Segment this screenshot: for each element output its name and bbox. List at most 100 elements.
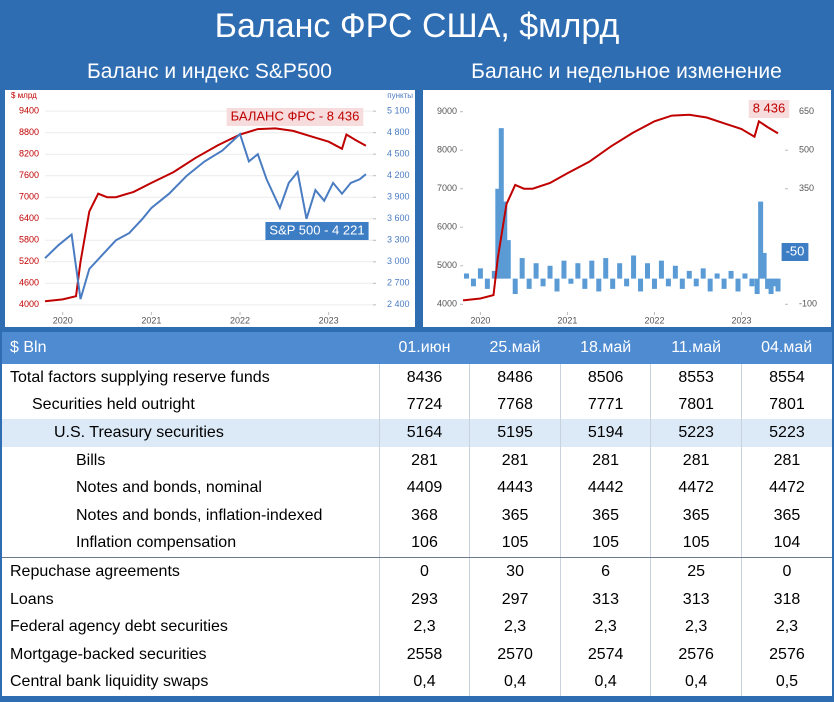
cell: 25 [650, 557, 742, 586]
cell: 7771 [559, 391, 651, 420]
bar [768, 278, 774, 295]
cell: 0,5 [740, 668, 832, 697]
y2-tick-label: 650 [799, 106, 814, 116]
y-tick-label: 7000 [19, 192, 39, 202]
bar [735, 278, 741, 292]
table-row: Loans 293 297 313 313 318 [2, 585, 832, 614]
cell: 2,3 [378, 613, 470, 641]
bar [672, 265, 678, 279]
row-label: Repuchase agreements [10, 562, 180, 580]
cell: 4442 [559, 474, 651, 502]
y2-tick-label: 350 [799, 183, 814, 193]
cell: 8506 [559, 364, 651, 392]
bar [631, 255, 637, 279]
cell: 2558 [378, 640, 470, 669]
bar [533, 263, 539, 279]
bar [512, 278, 518, 295]
y-tick-label: 4000 [19, 299, 39, 309]
cell: 2574 [559, 640, 651, 669]
cell: 313 [559, 585, 651, 614]
cell: 8554 [740, 364, 832, 392]
row-label: U.S. Treasury securities [2, 419, 380, 447]
column-header: 11.май [650, 332, 742, 364]
y-tick-label: 4000 [437, 299, 457, 309]
cell: 8486 [469, 364, 561, 392]
row-label: Loans [10, 590, 54, 608]
y2-axis-label: пункты [387, 91, 413, 100]
cell: 105 [650, 529, 742, 559]
cell: 0,4 [650, 668, 742, 697]
y2-tick-label: 2 700 [387, 278, 410, 288]
row-label: Notes and bonds, inflation-indexed [76, 506, 323, 524]
annotation: S&P 500 - 4 221 [269, 222, 364, 237]
table-row: Total factors supplying reserve funds 843… [2, 364, 832, 392]
bar [596, 278, 602, 292]
table-row: Federal agency debt securities 2,3 2,3 2,3 2… [2, 613, 832, 641]
table-row: Notes and bonds, nominal 4409 4443 4442 4472… [2, 474, 832, 502]
x-tick-label: 2020 [53, 315, 73, 325]
bar [498, 128, 504, 279]
cell: 4472 [740, 474, 832, 502]
cell: 0,4 [469, 668, 561, 697]
line-series [462, 113, 779, 302]
bar [470, 278, 476, 287]
bar [561, 260, 567, 279]
y-tick-label: 8000 [437, 145, 457, 155]
y-axis-label: $ млрд [11, 91, 37, 100]
annotation: 8 436 [753, 100, 786, 115]
bar [707, 278, 713, 292]
y2-tick-label: 4 500 [387, 149, 410, 159]
cell: 365 [559, 501, 651, 530]
line-series [44, 127, 367, 303]
y-tick-label: 5000 [437, 260, 457, 270]
bar [754, 278, 760, 295]
cell: 0 [378, 557, 470, 586]
table-row: U.S. Treasury securities 5164 5195 5194 5223… [2, 419, 832, 447]
y-tick-label: 7000 [437, 183, 457, 193]
x-tick-label: 2021 [557, 315, 577, 325]
chart: 4000 4600 5200 5800 6400 7000 7600 8200 8800 9400… [5, 90, 415, 327]
cell: 0,4 [559, 668, 651, 697]
y2-tick-label: 3 600 [387, 213, 410, 223]
cell: 365 [650, 501, 742, 530]
y-tick-label: 5200 [19, 256, 39, 266]
cell: 104 [740, 529, 832, 559]
y2-tick-label: 4 200 [387, 170, 410, 180]
cell: 8553 [650, 364, 742, 392]
cell: 281 [559, 446, 651, 475]
y-tick-label: 6000 [437, 222, 457, 232]
bar [775, 278, 781, 292]
row-label: Notes and bonds, nominal [76, 479, 262, 497]
bar [658, 260, 664, 279]
y2-tick-label: 500 [799, 145, 814, 155]
bar [644, 263, 650, 279]
annotation-box [781, 243, 809, 261]
row-label: Securities held outright [32, 396, 195, 414]
cell: 7801 [740, 391, 832, 420]
bar [693, 278, 699, 287]
cell: 2,3 [650, 613, 742, 641]
page-title: Баланс ФРС США, $млрд [214, 7, 620, 45]
bar [686, 270, 692, 279]
y2-tick-label: 3 300 [387, 235, 410, 245]
cell: 106 [378, 529, 470, 559]
bar [758, 201, 764, 279]
bar [575, 263, 581, 279]
annotation: -50 [786, 243, 805, 258]
annotation: БАЛАНС ФРС - 8 436 [231, 108, 360, 123]
y-tick-label: 9400 [19, 106, 39, 116]
cell: 365 [469, 501, 561, 530]
row-label: Mortgage-backed securities [10, 645, 207, 663]
cell: 318 [740, 585, 832, 614]
bar [568, 278, 574, 284]
bar [624, 278, 630, 287]
cell: 7724 [378, 391, 470, 420]
bar [749, 278, 755, 287]
bar [554, 278, 560, 292]
y2-tick-label: 4 800 [387, 127, 410, 137]
cell: 365 [740, 501, 832, 530]
table-row: Repuchase agreements 0 30 6 25 0 [2, 557, 832, 586]
row-label: Bills [76, 451, 106, 469]
cell: 281 [650, 446, 742, 475]
